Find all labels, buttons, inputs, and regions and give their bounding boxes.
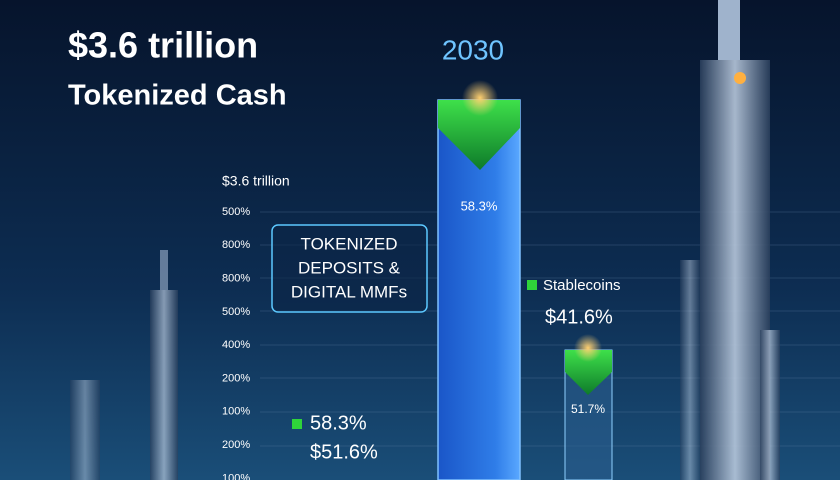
axis-label: 400% bbox=[222, 339, 250, 351]
legend-swatch bbox=[292, 419, 302, 429]
callout-box bbox=[271, 224, 428, 313]
callout-line: TOKENIZED bbox=[301, 234, 398, 253]
title: $3.6 trillion bbox=[68, 25, 258, 66]
axis-label: 200% bbox=[222, 372, 250, 384]
legend-value: $51.6% bbox=[310, 441, 378, 463]
small-bar bbox=[564, 334, 613, 480]
axis-label: 500% bbox=[222, 306, 250, 318]
legend-value: $41.6% bbox=[545, 306, 613, 328]
axis-label: 100% bbox=[222, 406, 250, 418]
axis-label: 800% bbox=[222, 273, 250, 285]
skyline bbox=[70, 0, 780, 480]
legend-value: 58.3% bbox=[310, 412, 367, 434]
bar-label: 51.7% bbox=[571, 402, 605, 416]
tall-bar bbox=[437, 80, 521, 480]
callout-line: DEPOSITS & bbox=[298, 258, 401, 277]
year: 2030 bbox=[442, 34, 504, 65]
bar-label: 58.3% bbox=[461, 198, 498, 213]
axis-header: $3.6 trillion bbox=[222, 173, 290, 189]
axis-label: 200% bbox=[222, 439, 250, 451]
axis-label: 500% bbox=[222, 206, 250, 218]
subtitle: Tokenized Cash bbox=[68, 80, 287, 112]
callout-line: DIGITAL MMFs bbox=[291, 282, 407, 301]
legend-name: Stablecoins bbox=[543, 277, 621, 294]
axis-label: 100% bbox=[222, 472, 250, 480]
legend-swatch bbox=[527, 280, 537, 290]
axis-label: 800% bbox=[222, 239, 250, 251]
axis-labels: 500% 800% 800% 500% 400% 200% 100% 200% 100% bbox=[222, 206, 250, 480]
